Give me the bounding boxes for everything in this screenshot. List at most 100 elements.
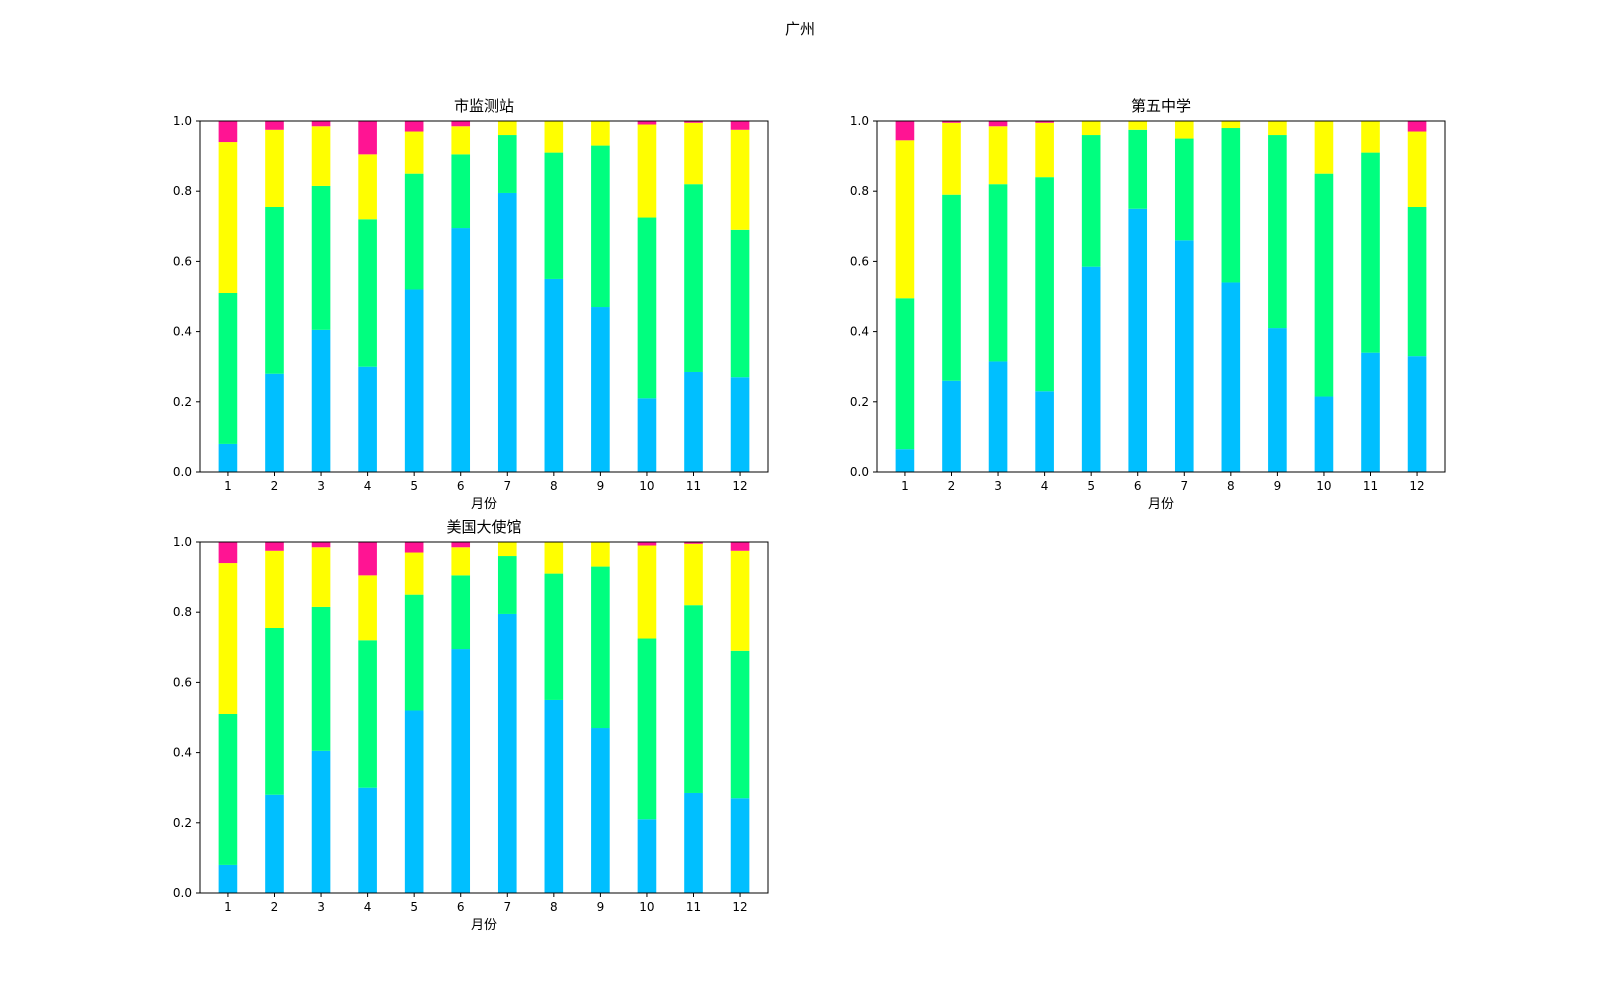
y-tick-label: 0.2	[173, 395, 192, 409]
bar-segment-pm-level-3	[1035, 122, 1054, 178]
bar-segment-pm-level-4	[311, 121, 331, 127]
y-tick-label: 0.8	[173, 184, 192, 198]
bar-segment-pm-level-1	[497, 192, 517, 472]
bar-segment-pm-level-3	[497, 121, 517, 136]
subplot-title: 美国大使馆	[446, 518, 521, 536]
bar-segment-pm-level-3	[404, 552, 424, 595]
bar-segment-pm-level-1	[730, 377, 750, 472]
bar-segment-pm-level-1	[497, 613, 517, 893]
axes-frame	[876, 120, 1446, 473]
bar-segment-pm-level-4	[1035, 121, 1054, 123]
bar-segment-pm-level-2	[730, 229, 750, 378]
bar-segment-pm-level-1	[637, 819, 657, 893]
bar-segment-pm-level-1	[1314, 396, 1334, 472]
bar-segment-pm-level-1	[265, 794, 284, 893]
bar-segment-pm-level-4	[637, 121, 657, 125]
bar-segment-pm-level-3	[451, 547, 471, 576]
bar-segment-pm-level-4	[1407, 121, 1427, 132]
bar-segment-pm-level-3	[404, 131, 424, 174]
bar-segment-pm-level-4	[404, 542, 424, 553]
x-tick-label: 3	[994, 479, 1002, 493]
y-tick-label: 0.0	[173, 465, 192, 479]
bar-segment-pm-level-2	[988, 184, 1008, 362]
bar-segment-pm-level-1	[1081, 266, 1101, 472]
x-tick-label: 8	[1227, 479, 1235, 493]
bar-segment-pm-level-2	[404, 173, 424, 290]
bar-segment-pm-level-3	[358, 154, 377, 220]
bar-segment-pm-level-1	[404, 710, 424, 893]
x-tick-label: 1	[224, 479, 232, 493]
bar-segment-pm-level-2	[1268, 135, 1287, 329]
bar-segment-pm-level-1	[358, 366, 377, 472]
bar-segment-pm-level-2	[1128, 129, 1148, 209]
y-tick-label: 0.8	[850, 184, 869, 198]
bar-segment-pm-level-2	[1174, 138, 1194, 241]
bar-segment-pm-level-2	[358, 640, 377, 788]
x-tick-label: 10	[1316, 479, 1331, 493]
x-tick-label: 4	[364, 479, 372, 493]
y-tick-label: 1.0	[173, 114, 192, 128]
bar-segment-pm-level-3	[684, 122, 703, 185]
x-tick-label: 2	[271, 900, 279, 914]
x-tick-label: 1	[224, 900, 232, 914]
y-tick-label: 0.2	[173, 816, 192, 830]
x-tick-label: 11	[686, 900, 701, 914]
bar-segment-pm-level-2	[1407, 207, 1427, 357]
x-tick-label: 7	[1180, 479, 1188, 493]
bar-segment-pm-level-2	[218, 713, 238, 865]
bar-segment-pm-level-1	[591, 307, 610, 472]
x-axis-label: 月份	[471, 918, 497, 933]
x-tick-label: 10	[639, 900, 654, 914]
y-tick-label: 0.4	[173, 325, 192, 339]
bar-segment-pm-level-1	[1035, 391, 1054, 472]
bar-segment-pm-level-4	[684, 542, 703, 544]
bar-segment-pm-level-2	[311, 185, 331, 330]
x-tick-label: 5	[1087, 479, 1095, 493]
bar-segment-pm-level-3	[311, 126, 331, 186]
x-tick-label: 12	[732, 900, 747, 914]
bar-segment-pm-level-1	[311, 750, 331, 893]
bar-segment-pm-level-4	[265, 121, 284, 130]
bar-segment-pm-level-4	[988, 121, 1008, 127]
bar-segment-pm-level-3	[544, 121, 564, 153]
bar-segment-pm-level-3	[218, 142, 238, 293]
bar-segment-pm-level-2	[942, 194, 961, 381]
bar-segment-pm-level-3	[1268, 121, 1287, 136]
bar-segment-pm-level-1	[544, 278, 564, 472]
bar-segment-pm-level-1	[684, 792, 703, 893]
bar-segment-pm-level-3	[942, 122, 961, 195]
bar-segment-pm-level-3	[497, 542, 517, 557]
bar-segment-pm-level-3	[1407, 131, 1427, 207]
bar-segment-pm-level-2	[1035, 177, 1054, 392]
axes-frame	[199, 541, 769, 894]
bar-segment-pm-level-4	[218, 542, 238, 564]
bar-segment-pm-level-4	[942, 121, 961, 123]
bar-segment-pm-level-2	[404, 594, 424, 711]
bar-segment-pm-level-3	[451, 126, 471, 155]
bar-segment-pm-level-1	[265, 373, 284, 472]
x-axis-label: 月份	[1148, 497, 1174, 512]
bar-segment-pm-level-3	[265, 550, 284, 628]
y-tick-label: 1.0	[173, 535, 192, 549]
bar-segment-pm-level-3	[1128, 121, 1148, 130]
bar-segment-pm-level-2	[311, 606, 331, 751]
bar-segment-pm-level-2	[218, 292, 238, 444]
bar-segment-pm-level-2	[895, 298, 915, 450]
axes-frame	[199, 120, 769, 473]
y-tick-label: 0.2	[850, 395, 869, 409]
bar-segment-pm-level-1	[684, 371, 703, 472]
bar-segment-pm-level-3	[730, 550, 750, 651]
x-tick-label: 6	[457, 479, 465, 493]
bar-segment-pm-level-1	[451, 228, 471, 472]
x-tick-label: 11	[686, 479, 701, 493]
bar-segment-pm-level-2	[265, 628, 284, 795]
bar-segment-pm-level-2	[497, 135, 517, 193]
x-tick-label: 3	[317, 479, 325, 493]
x-tick-label: 5	[410, 900, 418, 914]
bar-segment-pm-level-2	[451, 575, 471, 650]
bar-segment-pm-level-3	[218, 563, 238, 714]
bar-segment-pm-level-1	[988, 361, 1008, 472]
